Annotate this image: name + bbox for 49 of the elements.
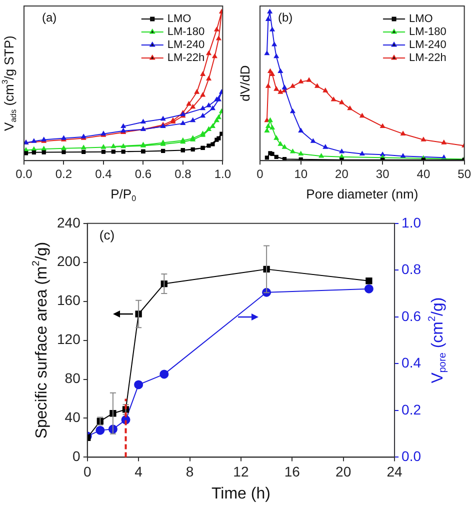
y2-axis-title: Vpore (cm2/g) bbox=[427, 297, 449, 384]
x-tick-label: 50 bbox=[458, 167, 472, 182]
y2-tick-label: 0.2 bbox=[402, 401, 422, 418]
y-tick-label: 200 bbox=[57, 253, 81, 270]
legend-label: LM-240 bbox=[409, 39, 446, 52]
x-tick-label: 4 bbox=[134, 463, 143, 480]
y-tick-label: 80 bbox=[64, 370, 81, 386]
y2-tick-label: 1.0 bbox=[402, 214, 422, 230]
x-tick-label: 30 bbox=[376, 167, 390, 182]
x-tick-label: 40 bbox=[416, 167, 430, 182]
y-tick-label: 0 bbox=[72, 448, 81, 464]
x-tick-label: 8 bbox=[186, 463, 194, 480]
x-tick-label: 12 bbox=[233, 463, 249, 480]
annotation: (c) bbox=[99, 227, 115, 242]
x-tick-label: 0.8 bbox=[174, 167, 192, 182]
y-axis-title: Vads (cm3/g STP) bbox=[0, 36, 18, 131]
x-tick-label: 16 bbox=[284, 463, 300, 480]
y-axis-title: dV/dD bbox=[238, 65, 253, 102]
y-tick-label: 160 bbox=[57, 292, 81, 308]
annotation: (a) bbox=[42, 10, 57, 24]
x-axis-title: Pore diameter (nm) bbox=[306, 186, 418, 202]
x-tick-label: 0.6 bbox=[134, 167, 152, 182]
y-tick-label: 40 bbox=[64, 409, 81, 426]
legend-label: LM-22h bbox=[409, 52, 446, 64]
y2-tick-label: 0.8 bbox=[402, 261, 422, 278]
x-tick-label: 0 bbox=[83, 463, 92, 480]
x-tick-label: 0 bbox=[256, 167, 264, 182]
y-axis-title: Specific surface area (m2/g) bbox=[31, 242, 50, 439]
legend-label: LM-22h bbox=[167, 52, 205, 64]
y-tick-label: 240 bbox=[57, 214, 81, 230]
x-tick-label: 24 bbox=[386, 463, 403, 480]
y-tick-label: 120 bbox=[57, 331, 81, 348]
x-tick-label: 10 bbox=[294, 167, 308, 182]
x-tick-label: 0.2 bbox=[55, 167, 72, 182]
x-tick-label: 20 bbox=[336, 463, 352, 480]
legend-label: LMO bbox=[409, 13, 434, 26]
y2-tick-label: 0.4 bbox=[402, 354, 422, 371]
x-tick-label: 0.4 bbox=[95, 167, 112, 182]
legend-label: LMO bbox=[167, 13, 192, 26]
x-axis-title: Time (h) bbox=[211, 485, 270, 502]
y2-tick-label: 0.6 bbox=[402, 308, 422, 324]
x-tick-label: 1.0 bbox=[214, 167, 232, 182]
legend-label: LM-180 bbox=[409, 26, 446, 38]
annotation: (b) bbox=[278, 10, 293, 24]
x-tick-label: 0.0 bbox=[16, 167, 33, 182]
legend-label: LM-180 bbox=[167, 26, 205, 38]
legend-label: LM-240 bbox=[167, 39, 205, 52]
y2-tick-label: 0.0 bbox=[402, 448, 422, 464]
x-tick-label: 20 bbox=[335, 167, 349, 182]
